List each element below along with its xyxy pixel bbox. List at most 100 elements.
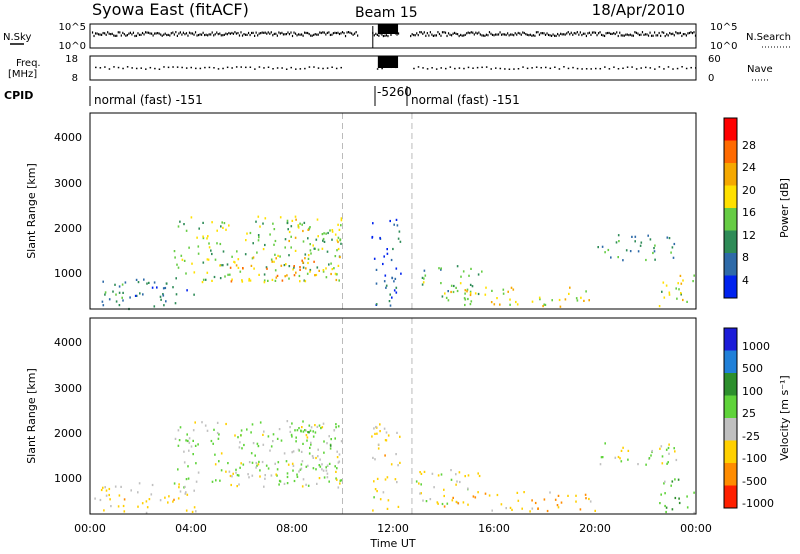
velocity-echo-cell <box>467 487 469 490</box>
velocity-echo-cell <box>335 426 337 429</box>
power-echo-cell <box>253 267 255 270</box>
velocity-echo-cell <box>665 506 668 509</box>
power-cbar-swatch <box>724 208 737 231</box>
velocity-echo-cell <box>377 447 380 450</box>
power-cbar-tick-4: 4 <box>742 274 749 287</box>
power-echo-cell <box>373 257 376 260</box>
cpid-segment-3: normal (fast) -151 <box>411 93 520 107</box>
velocity-echo-cell <box>673 447 675 450</box>
velocity-echo-cell <box>257 445 260 448</box>
power-echo-cell <box>450 290 452 294</box>
velocity-echo-cell <box>262 433 264 436</box>
power-echo-cell <box>607 248 610 252</box>
velocity-echo-cell <box>543 498 546 501</box>
freq-sample <box>281 67 283 69</box>
power-echo-cell <box>226 263 229 266</box>
freq-sample <box>449 66 452 68</box>
velocity-echo-cell <box>312 435 315 438</box>
power-echo-cell <box>676 297 678 300</box>
power-echo-cell <box>262 248 265 251</box>
velocity-echo-cell <box>472 495 475 498</box>
freq-sample <box>299 68 302 70</box>
velocity-echo-cell <box>227 462 229 465</box>
power-echo-cell <box>468 274 470 277</box>
velocity-echo-cell <box>185 478 188 481</box>
power-echo-cell <box>469 292 472 295</box>
power-echo-cell <box>654 244 656 247</box>
velocity-echo-cell <box>474 496 477 499</box>
power-echo-cell <box>231 255 233 258</box>
velocity-echo-cell <box>235 471 237 474</box>
power-echo-cell <box>388 300 391 303</box>
velocity-echo-cell <box>567 494 569 497</box>
power-echo-cell <box>464 292 466 295</box>
velocity-echo-cell <box>379 498 382 501</box>
power-echo-cell <box>164 286 167 290</box>
velocity-echo-cell <box>241 447 243 450</box>
power-echo-cell <box>257 215 260 218</box>
power-echo-cell <box>165 300 167 303</box>
velocity-echo-cell <box>309 429 312 432</box>
power-echo-cell <box>617 256 619 259</box>
velocity-echo-cell <box>384 454 386 457</box>
power-echo-cell <box>322 237 325 241</box>
power-echo-cell <box>338 279 340 282</box>
velocity-echo-cell <box>554 498 557 501</box>
power-echo-cell <box>391 296 393 299</box>
power-echo-cell <box>328 263 330 266</box>
velocity-echo-cell <box>309 446 311 449</box>
velocity-echo-cell <box>255 466 257 469</box>
freq-sample <box>204 66 206 69</box>
freq-sample <box>122 67 124 70</box>
velocity-echo-cell <box>329 444 332 447</box>
velocity-echo-cell <box>433 486 435 489</box>
power-echo-cell <box>382 262 384 266</box>
velocity-echo-cell <box>243 443 245 447</box>
velocity-echo-cell <box>420 472 423 475</box>
velocity-echo-cell <box>529 510 531 513</box>
power-echo-cell <box>295 271 297 274</box>
velocity-echo-cell <box>337 461 340 464</box>
velocity-ytick-1000: 1000 <box>54 472 82 485</box>
velocity-echo-cell <box>286 475 289 479</box>
power-echo-cell <box>325 267 327 270</box>
velocity-ylabel: Slant Range [km] <box>25 368 38 464</box>
velocity-echo-cell <box>325 469 328 472</box>
power-echo-cell <box>474 292 477 295</box>
velocity-echo-cell <box>431 472 434 475</box>
freq-sample <box>295 68 297 70</box>
power-echo-cell <box>308 227 311 230</box>
power-echo-cell <box>211 221 213 224</box>
power-echo-cell <box>597 246 599 249</box>
power-echo-cell <box>481 270 483 273</box>
velocity-cbar-tick-minus1000: -1000 <box>742 497 774 510</box>
velocity-echo-cell <box>292 450 295 453</box>
velocity-echo-cell <box>326 476 329 479</box>
power-echo-cell <box>679 274 682 277</box>
power-echo-cell <box>466 288 469 291</box>
power-echo-cell <box>379 236 381 240</box>
power-echo-cell <box>375 268 378 271</box>
freq-sample <box>222 67 224 70</box>
freq-sample <box>231 67 233 69</box>
velocity-cbar-swatch <box>724 463 737 486</box>
velocity-echo-cell <box>291 435 293 438</box>
velocity-echo-cell <box>323 451 325 454</box>
freq-sample <box>658 66 661 68</box>
velocity-echo-cell <box>173 482 176 485</box>
freq-sample <box>663 68 665 70</box>
freq-sample <box>431 67 433 69</box>
freq-sample <box>599 67 602 70</box>
power-echo-cell <box>329 229 331 232</box>
freq-sample <box>185 67 188 69</box>
power-echo-cell <box>303 221 306 224</box>
velocity-echo-cell <box>217 437 220 440</box>
velocity-echo-cell <box>464 475 466 478</box>
power-echo-cell <box>331 229 334 232</box>
velocity-echo-cell <box>620 449 623 452</box>
power-echo-cell <box>323 240 326 243</box>
power-echo-cell <box>222 264 224 267</box>
velocity-echo-cell <box>188 441 191 444</box>
power-echo-cell <box>234 261 236 264</box>
power-echo-cell <box>372 222 374 225</box>
